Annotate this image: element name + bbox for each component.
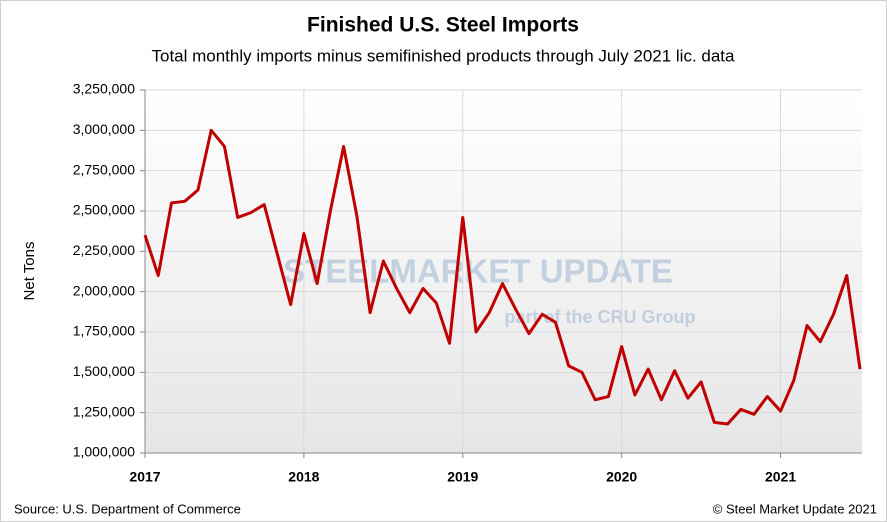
y-tick-label: 2,000,000 (73, 282, 135, 298)
y-tick-label: 1,500,000 (73, 363, 135, 379)
x-tick-label: 2019 (447, 469, 478, 485)
watermark: part of the CRU Group (505, 307, 696, 327)
y-tick-label: 3,250,000 (73, 81, 135, 97)
y-tick-label: 2,750,000 (73, 161, 135, 177)
x-tick-label: 2021 (765, 469, 796, 485)
chart-title: Finished U.S. Steel Imports (307, 14, 579, 37)
y-tick-label: 2,500,000 (73, 202, 135, 218)
copyright: © Steel Market Update 2021 (713, 501, 877, 516)
plot-area (145, 90, 862, 453)
chart-subtitle: Total monthly imports minus semifinished… (151, 46, 735, 65)
y-tick-label: 1,750,000 (73, 323, 135, 339)
source: Source: U.S. Department of Commerce (14, 501, 241, 516)
y-tick-label: 2,250,000 (73, 242, 135, 258)
y-axis-label: Net Tons (21, 242, 38, 301)
watermark: STEELMARKET UPDATE (283, 253, 673, 290)
data-line (143, 128, 862, 426)
y-tick-label: 1,250,000 (73, 403, 135, 419)
x-tick-label: 2020 (606, 469, 637, 485)
y-tick-label: 3,000,000 (73, 121, 135, 137)
x-tick-label: 2017 (129, 469, 160, 485)
y-tick-label: 1,000,000 (73, 444, 135, 460)
x-tick-label: 2018 (288, 469, 319, 485)
